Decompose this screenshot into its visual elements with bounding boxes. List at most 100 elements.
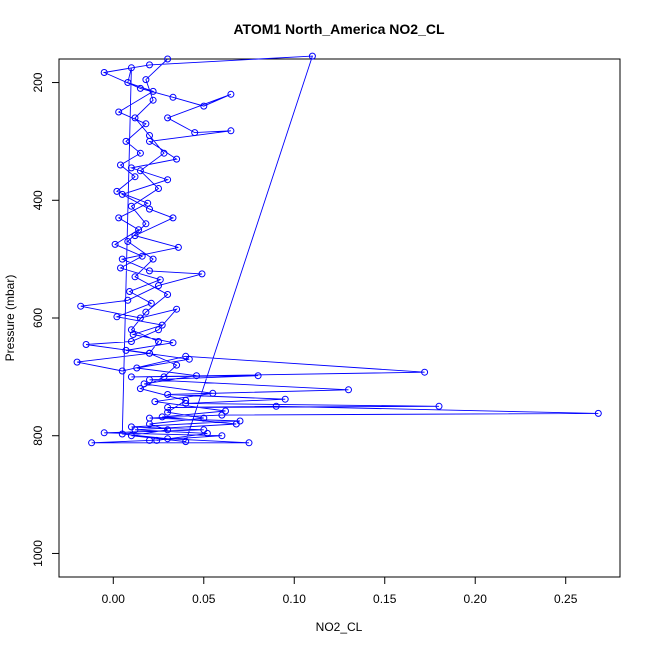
- data-point: [164, 391, 172, 398]
- data-point: [142, 308, 150, 316]
- data-point: [131, 114, 139, 122]
- data-point: [136, 84, 144, 92]
- data-point: [345, 386, 352, 394]
- data-point: [115, 108, 123, 116]
- data-point: [164, 404, 172, 411]
- data-point: [100, 69, 108, 76]
- data-point: [136, 314, 144, 322]
- data-point: [129, 331, 137, 338]
- data-point: [173, 361, 181, 369]
- data-point: [164, 426, 172, 434]
- data-point: [124, 79, 132, 86]
- data-point: [118, 190, 126, 198]
- data-point: [164, 291, 172, 298]
- data-point: [122, 346, 130, 354]
- data-point: [155, 338, 162, 345]
- data-point: [200, 102, 208, 110]
- data-point: [118, 367, 126, 375]
- data-point: [127, 338, 135, 345]
- data-point: [149, 255, 157, 263]
- data-point: [203, 429, 211, 437]
- data-point: [164, 176, 172, 184]
- data-point: [594, 409, 602, 417]
- data-point: [144, 199, 152, 207]
- x-tick-label: 0.20: [464, 592, 488, 606]
- y-tick-label: 200: [31, 72, 45, 92]
- data-point: [160, 373, 168, 381]
- data-point: [146, 61, 153, 69]
- data-point: [227, 127, 235, 135]
- data-point: [88, 439, 96, 447]
- y-axis: 200 400 600 800 1000: [31, 72, 60, 567]
- data-point: [222, 407, 229, 415]
- data-point: [164, 435, 172, 443]
- data-point: [281, 395, 289, 403]
- y-tick-label: 800: [31, 425, 45, 445]
- data-point: [218, 432, 226, 440]
- data-point: [117, 161, 124, 169]
- data-point: [146, 436, 153, 444]
- data-point: [111, 240, 119, 248]
- data-point: [156, 276, 164, 284]
- data-point: [149, 87, 157, 95]
- data-point: [82, 341, 90, 348]
- data-point: [113, 187, 121, 195]
- x-tick-label: 0.15: [373, 592, 397, 606]
- data-point: [182, 438, 190, 446]
- data-point: [146, 376, 153, 384]
- data-point: [127, 164, 135, 172]
- data-point: [118, 430, 126, 438]
- data-point: [254, 372, 262, 380]
- data-point: [169, 339, 177, 347]
- data-point: [140, 380, 148, 388]
- data-point: [115, 214, 123, 222]
- data-point: [158, 321, 166, 329]
- data-point: [124, 296, 132, 304]
- data-point: [200, 414, 208, 422]
- data-point: [232, 420, 240, 428]
- data-point: [191, 129, 199, 137]
- y-tick-label: 1000: [31, 540, 45, 567]
- data-point: [127, 326, 135, 334]
- data-point: [127, 373, 135, 381]
- data-point: [142, 120, 150, 128]
- x-axis: 0.00 0.05 0.10 0.15 0.20 0.25: [102, 576, 578, 606]
- data-point: [133, 364, 141, 372]
- data-point: [127, 432, 135, 440]
- y-axis-label: Pressure (mbar): [3, 275, 17, 362]
- data-point: [164, 408, 172, 416]
- data-point: [435, 402, 443, 410]
- data-point: [200, 426, 208, 434]
- data-point: [155, 326, 162, 334]
- chart-title: ATOM1 North_America NO2_CL: [233, 21, 445, 37]
- data-point: [113, 313, 121, 321]
- data-point: [308, 52, 316, 60]
- x-tick-label: 0.10: [283, 592, 307, 606]
- data-point: [151, 398, 159, 406]
- y-tick-label: 400: [31, 190, 45, 210]
- data-point: [136, 385, 144, 393]
- data-point: [147, 299, 155, 307]
- data-point: [146, 137, 153, 145]
- data-point: [174, 243, 182, 251]
- data-point: [193, 372, 200, 380]
- data-point: [124, 238, 132, 245]
- x-axis-label: NO2_CL: [316, 620, 363, 634]
- data-point: [185, 355, 193, 363]
- series-layer: [73, 52, 602, 447]
- data-point: [182, 396, 190, 404]
- data-point: [136, 167, 144, 175]
- data-point: [146, 414, 153, 422]
- data-point: [227, 90, 235, 98]
- data-point: [73, 358, 81, 366]
- data-point: [118, 255, 126, 263]
- data-point: [149, 96, 157, 104]
- y-tick-label: 600: [31, 308, 45, 328]
- data-point: [173, 305, 181, 313]
- series-line: [77, 55, 599, 444]
- data-point: [131, 232, 139, 240]
- data-point: [142, 220, 150, 228]
- x-tick-label: 0.05: [192, 592, 216, 606]
- data-point: [131, 273, 139, 281]
- data-point: [146, 349, 153, 357]
